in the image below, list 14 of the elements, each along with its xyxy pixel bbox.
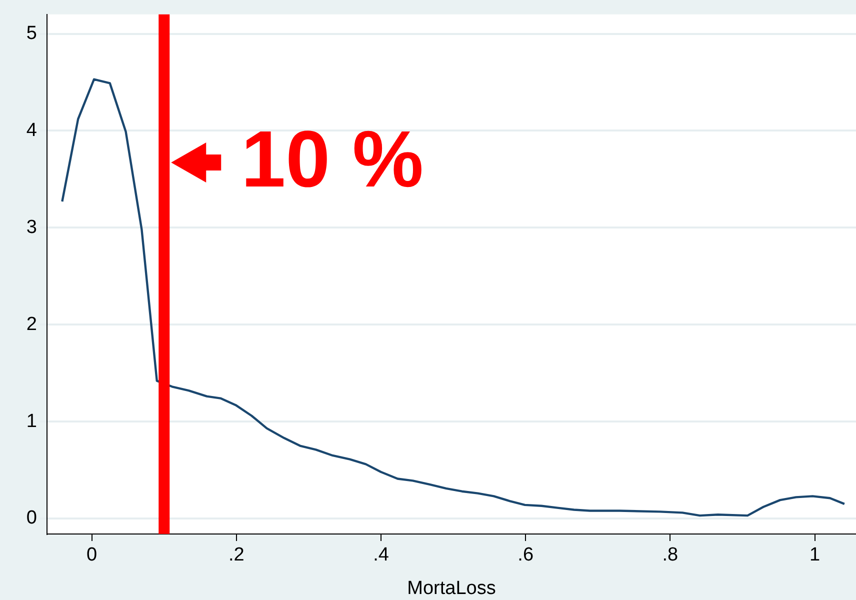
y-tick-label: 3 bbox=[26, 216, 37, 238]
ref-line-label: 10 % bbox=[241, 114, 424, 204]
y-tick-label: 1 bbox=[26, 410, 37, 432]
x-tick-label: .2 bbox=[228, 544, 244, 566]
x-tick-label: .8 bbox=[662, 544, 678, 566]
y-tick-label: 4 bbox=[26, 120, 38, 141]
x-tick-label: 0 bbox=[86, 544, 98, 566]
y-tick-label: 5 bbox=[26, 23, 37, 44]
y-tick-label: 0 bbox=[26, 508, 37, 529]
x-tick-label: .4 bbox=[373, 544, 390, 566]
y-tick-label: 2 bbox=[26, 314, 37, 335]
x-axis-title: MortaLoss bbox=[407, 578, 496, 599]
x-tick-label: .6 bbox=[518, 544, 534, 566]
x-tick-label: 1 bbox=[810, 544, 820, 566]
